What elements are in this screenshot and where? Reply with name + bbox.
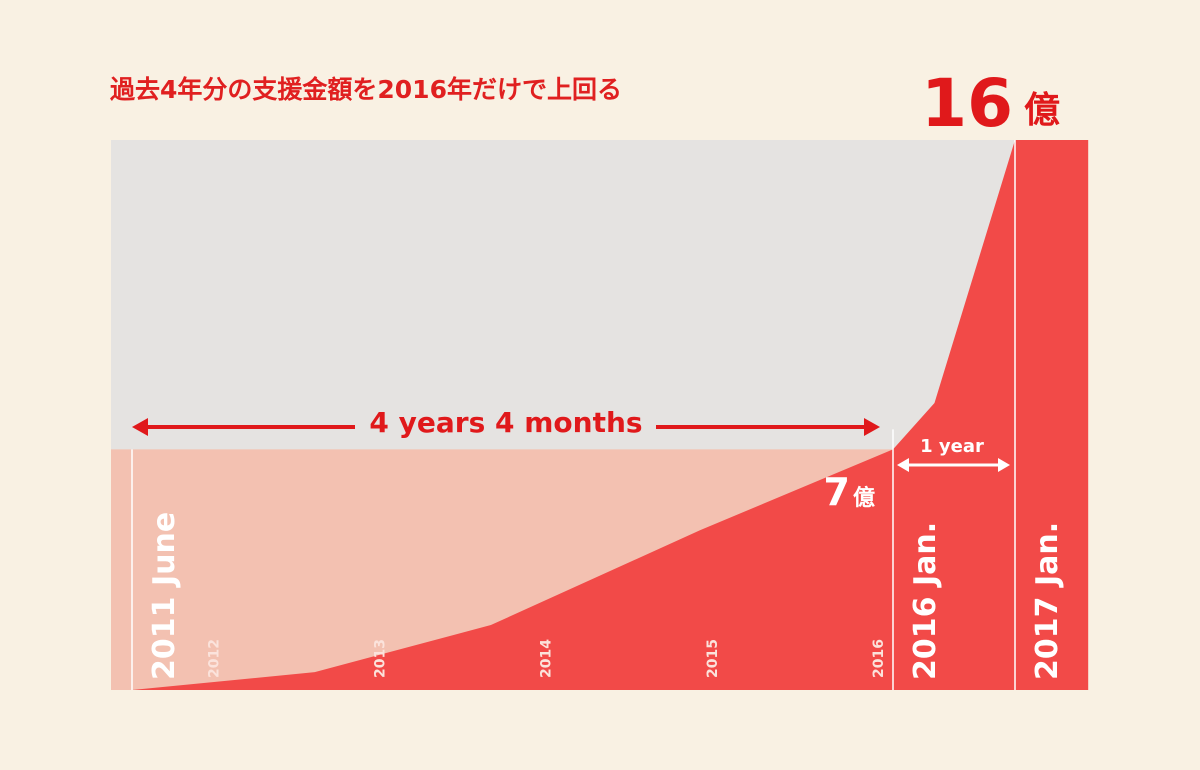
- marker-label: 2017 Jan.: [1030, 522, 1065, 680]
- span-label: 4 years 4 months: [369, 406, 642, 439]
- value-2016: 7: [824, 470, 850, 514]
- arrow-head: [864, 418, 880, 436]
- x-tick-label: 2015: [705, 639, 721, 678]
- x-tick-label: 2012: [206, 639, 222, 678]
- x-tick-label: 2016: [871, 639, 887, 678]
- x-tick-label: 2014: [539, 639, 555, 678]
- marker-label: 2011 June: [147, 512, 182, 680]
- total-value: 16: [921, 65, 1013, 142]
- arrow-head: [897, 458, 909, 472]
- x-tick-label: 2013: [373, 639, 389, 678]
- area: [132, 140, 1089, 690]
- marker-label: 2016 Jan.: [908, 522, 943, 680]
- unit-2016: 億: [853, 485, 875, 511]
- arrow-head: [998, 458, 1010, 472]
- chart-title: 過去4年分の支援金額を2016年だけで上回る: [110, 75, 622, 104]
- arrow-head: [132, 418, 148, 436]
- total-unit: 億: [1024, 90, 1060, 131]
- span-label: 1 year: [920, 436, 984, 457]
